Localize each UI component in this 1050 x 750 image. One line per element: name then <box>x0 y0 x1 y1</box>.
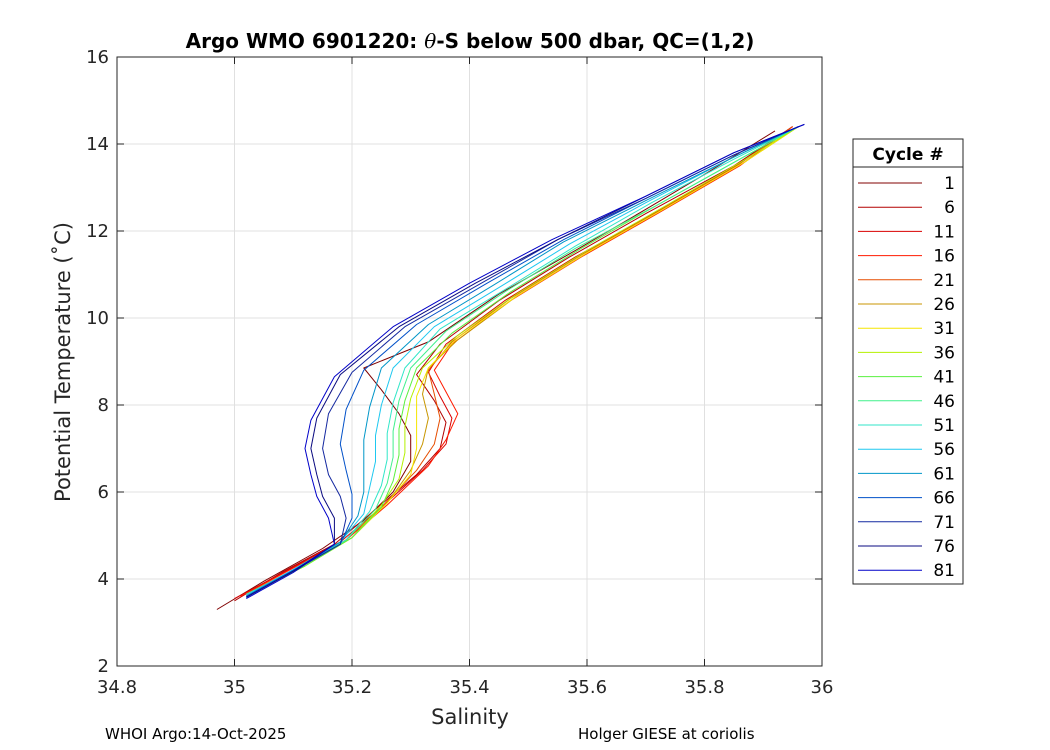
y-tick-label: 4 <box>98 569 109 590</box>
y-tick-label: 2 <box>98 656 109 677</box>
series-line-cycle-41 <box>251 126 799 593</box>
series-line-cycle-71 <box>246 126 799 598</box>
legend-label: 41 <box>933 368 955 388</box>
y-tick-label: 6 <box>98 482 109 503</box>
legend-label: 71 <box>933 513 955 533</box>
y-tick-label: 10 <box>86 308 109 329</box>
legend-label: 26 <box>933 295 955 315</box>
x-tick-label: 35.6 <box>567 677 607 698</box>
y-tick-label: 16 <box>86 47 109 68</box>
chart-title-suffix: -S below 500 dbar, QC=(1,2) <box>436 29 754 53</box>
x-tick-label: 35 <box>223 677 246 698</box>
x-tick-label: 36 <box>811 677 834 698</box>
y-ticks: 2 4 6 8 10 12 14 16 <box>86 47 822 677</box>
legend-label: 1 <box>944 174 955 194</box>
legend-label: 66 <box>933 489 955 509</box>
legend-label: 61 <box>933 464 955 484</box>
chart-title-theta: θ <box>424 29 436 53</box>
x-tick-label: 34.8 <box>97 677 137 698</box>
legend-label: 36 <box>933 343 955 363</box>
x-tick-label: 35.8 <box>684 677 724 698</box>
series-group <box>216 123 805 610</box>
x-tick-label: 35.2 <box>332 677 372 698</box>
series-line-cycle-46 <box>251 126 799 594</box>
series-line-cycle-56 <box>246 126 799 596</box>
legend-label: 21 <box>933 271 955 291</box>
series-line-cycle-16 <box>240 126 793 597</box>
series-line-cycle-76 <box>246 123 805 598</box>
series-line-cycle-36 <box>251 126 799 593</box>
legend-label: 6 <box>944 198 955 218</box>
series-line-cycle-21 <box>246 126 793 596</box>
chart-title-prefix: Argo WMO 6901220: <box>186 29 425 53</box>
series-line-cycle-66 <box>246 126 799 597</box>
x-tick-label: 35.4 <box>449 677 489 698</box>
legend-label: 76 <box>933 537 955 557</box>
y-tick-label: 12 <box>86 221 109 242</box>
series-line-cycle-81 <box>246 123 805 600</box>
legend-title: Cycle # <box>872 145 943 165</box>
legend-label: 11 <box>933 222 955 242</box>
y-tick-label: 8 <box>98 395 109 416</box>
series-line-cycle-51 <box>246 126 799 595</box>
footer-left: WHOI Argo:14-Oct-2025 <box>105 725 287 743</box>
legend-label: 81 <box>933 561 955 581</box>
legend-label: 31 <box>933 319 955 339</box>
y-tick-label: 14 <box>86 134 109 155</box>
chart-title: Argo WMO 6901220: θ-S below 500 dbar, QC… <box>186 29 755 53</box>
legend-label: 56 <box>933 440 955 460</box>
footer-right: Holger GIESE at coriolis <box>578 725 755 743</box>
y-axis-label: Potential Temperature (˚C) <box>51 222 75 502</box>
series-line-cycle-61 <box>246 126 799 597</box>
legend-label: 16 <box>933 247 955 267</box>
legend-label: 46 <box>933 392 955 412</box>
x-ticks: 34.8 35 35.2 35.4 35.6 35.8 36 <box>97 57 833 698</box>
x-axis-label: Salinity <box>431 705 509 729</box>
legend-label: 51 <box>933 416 955 436</box>
legend-box <box>852 138 964 585</box>
